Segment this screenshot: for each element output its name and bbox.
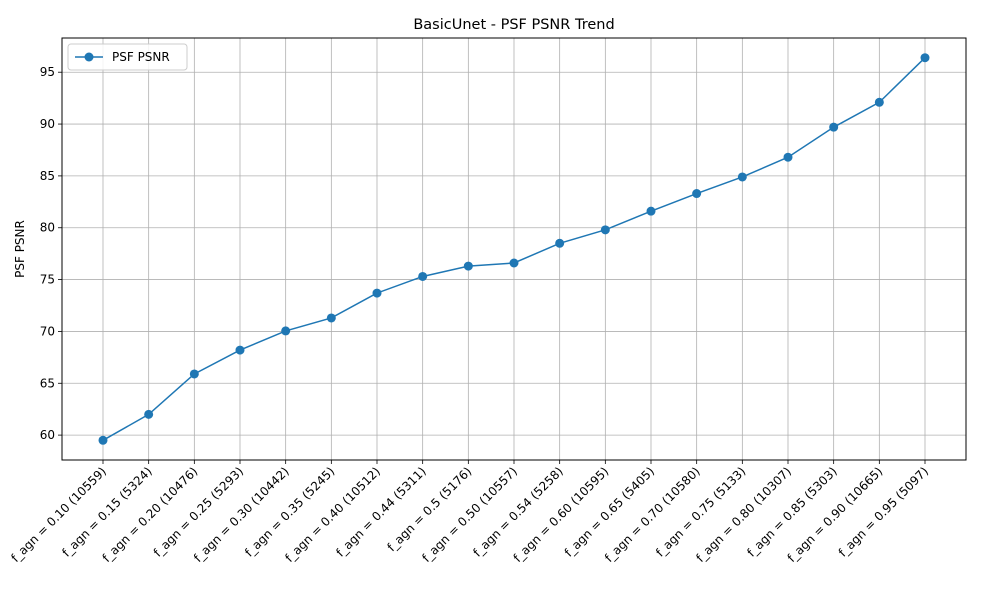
y-tick-label: 90 [40,117,55,131]
data-point [463,261,473,271]
data-point [600,225,610,235]
legend: PSF PSNR [67,43,188,71]
grid-lines [62,38,966,460]
x-tick-label: f_agn = 0.44 (5311) [333,464,428,559]
data-point [737,172,747,182]
data-point [874,97,884,107]
x-tick-label: f_agn = 0.85 (5303) [744,464,839,559]
y-tick-label: 65 [40,376,55,390]
data-point [555,238,565,248]
data-point [509,258,519,268]
y-tick-label: 80 [40,221,55,235]
data-point [281,326,291,336]
y-tick-label: 75 [40,273,55,287]
y-axis: 60 65 70 75 80 85 90 95 [40,65,62,442]
legend-label: PSF PSNR [112,50,170,64]
data-point [920,53,930,63]
y-axis-label: PSF PSNR [13,220,27,278]
data-point [783,152,793,162]
x-tick-label: f_agn = 0.25 (5293) [151,464,246,559]
x-axis: f_agn = 0.10 (10559)f_agn = 0.15 (5324)f… [8,460,931,565]
data-point [692,189,702,199]
data-point [144,409,154,419]
data-point [326,313,336,323]
data-point [829,122,839,132]
x-tick-label: f_agn = 0.65 (5405) [562,464,657,559]
x-tick-label: f_agn = 0.95 (5097) [836,464,931,559]
x-tick-label: f_agn = 0.15 (5324) [59,464,154,559]
y-tick-label: 60 [40,428,55,442]
x-tick-label: f_agn = 0.75 (5133) [653,464,748,559]
data-point [646,206,656,216]
data-point [372,288,382,298]
legend-marker [84,52,94,62]
data-point [98,435,108,445]
y-tick-label: 70 [40,324,55,338]
series-layer [98,53,930,445]
x-tick-label: f_agn = 0.54 (5258) [470,464,565,559]
y-tick-label: 85 [40,169,55,183]
data-point [418,271,428,281]
legend-box [67,43,188,71]
x-tick-label: f_agn = 0.35 (5245) [242,464,337,559]
data-point [235,345,245,355]
chart-title: BasicUnet - PSF PSNR Trend [413,17,614,33]
x-tick-label: f_agn = 0.5 (5176) [384,464,474,554]
data-point [189,369,199,379]
y-tick-label: 95 [40,65,55,79]
